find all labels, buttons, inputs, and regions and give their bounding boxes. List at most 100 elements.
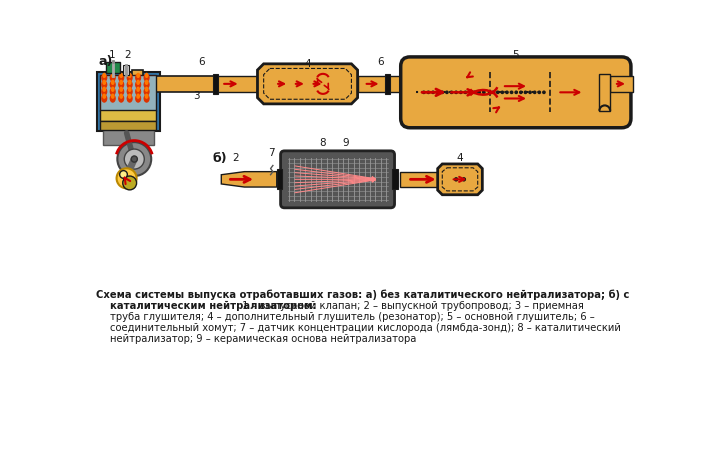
Text: нейтрализатор; 9 – керамическая основа нейтрализатора: нейтрализатор; 9 – керамическая основа н… [110,334,416,344]
Bar [384,74,390,94]
Ellipse shape [119,80,123,85]
Text: б): б) [212,152,227,166]
Ellipse shape [102,80,106,85]
Ellipse shape [101,73,107,82]
Circle shape [441,91,443,93]
Ellipse shape [110,94,116,103]
Bar [610,76,633,91]
Ellipse shape [119,73,123,78]
Ellipse shape [118,94,124,103]
Ellipse shape [101,94,107,103]
Circle shape [432,91,434,93]
Ellipse shape [111,73,115,78]
Ellipse shape [143,81,150,89]
Ellipse shape [136,86,140,92]
Circle shape [124,149,145,169]
Text: 1 – выпускной клапан; 2 – выпускной трубопровод; 3 – приемная: 1 – выпускной клапан; 2 – выпускной труб… [239,301,584,311]
Text: 4: 4 [457,153,463,163]
Circle shape [446,91,448,93]
Text: Схема системы выпуска отработавших газов: а) без каталитического нейтрализатора;: Схема системы выпуска отработавших газов… [96,289,630,300]
Ellipse shape [119,86,123,92]
Circle shape [118,142,151,176]
Circle shape [450,91,452,93]
Bar [277,169,282,189]
Text: 6: 6 [199,57,206,67]
Circle shape [501,91,503,93]
Bar [400,172,462,187]
Ellipse shape [127,81,133,89]
Ellipse shape [128,86,132,92]
Circle shape [428,91,430,93]
Circle shape [462,178,465,181]
Circle shape [131,156,138,162]
Text: 6: 6 [377,57,384,67]
Circle shape [478,91,481,93]
Ellipse shape [135,87,141,96]
Bar [357,76,389,91]
Circle shape [459,91,462,93]
Ellipse shape [101,87,107,96]
Bar [392,169,398,189]
Bar [101,75,156,111]
Text: каталитическим нейтрализатором:: каталитическим нейтрализатором: [110,301,316,311]
Text: 2: 2 [124,51,130,61]
Text: 1: 1 [108,51,116,61]
Ellipse shape [136,93,140,99]
Ellipse shape [136,73,140,78]
Bar [106,62,120,73]
Ellipse shape [118,81,124,89]
Bar [101,121,156,130]
Ellipse shape [143,94,150,103]
Circle shape [116,168,137,188]
Ellipse shape [145,73,148,78]
Ellipse shape [128,73,132,78]
Text: 4: 4 [304,59,311,69]
Ellipse shape [127,94,133,103]
Circle shape [123,176,137,190]
Circle shape [538,91,540,93]
Circle shape [543,91,545,93]
Ellipse shape [102,86,106,92]
Circle shape [496,91,499,93]
Text: 3: 3 [194,91,200,101]
Polygon shape [132,70,213,91]
Circle shape [454,178,458,181]
Circle shape [524,91,527,93]
Circle shape [455,91,457,93]
Text: а): а) [98,55,113,68]
Ellipse shape [110,81,116,89]
Text: труба глушителя; 4 – дополнительный глушитель (резонатор); 5 – основной глушител: труба глушителя; 4 – дополнительный глуш… [110,312,594,322]
Bar [387,76,410,91]
Ellipse shape [135,81,141,89]
Circle shape [520,91,522,93]
Polygon shape [221,172,277,187]
Bar [599,74,610,111]
Ellipse shape [110,87,116,96]
Circle shape [120,171,128,178]
Circle shape [510,91,513,93]
Circle shape [483,91,485,93]
Ellipse shape [143,87,150,96]
Ellipse shape [101,81,107,89]
Ellipse shape [145,80,148,85]
Ellipse shape [110,73,116,82]
Ellipse shape [127,73,133,82]
Polygon shape [257,64,357,104]
Ellipse shape [119,93,123,99]
Circle shape [529,91,531,93]
Ellipse shape [111,86,115,92]
Circle shape [464,91,467,93]
Bar [123,66,129,75]
Ellipse shape [128,80,132,85]
Ellipse shape [143,73,150,82]
Circle shape [469,91,471,93]
Ellipse shape [111,93,115,99]
Ellipse shape [135,94,141,103]
Circle shape [423,91,425,93]
Bar [103,128,154,145]
Ellipse shape [136,80,140,85]
Ellipse shape [145,93,148,99]
FancyBboxPatch shape [401,57,631,128]
Text: соединительный хомут; 7 – датчик концентрации кислорода (лямбда-зонд); 8 – катал: соединительный хомут; 7 – датчик концент… [110,323,620,333]
Ellipse shape [102,93,106,99]
